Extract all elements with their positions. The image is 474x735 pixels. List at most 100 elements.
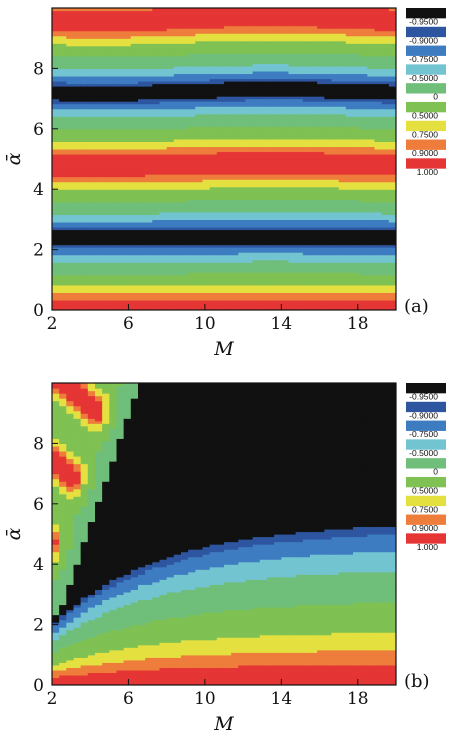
heatmap-cell <box>281 83 290 87</box>
heatmap-cell <box>259 98 268 102</box>
heatmap-cell <box>331 78 340 82</box>
heatmap-cell <box>116 15 125 19</box>
heatmap-cell <box>195 43 204 47</box>
heatmap-cell <box>202 237 211 241</box>
heatmap-cell <box>95 161 103 165</box>
heatmap-cell <box>202 264 211 268</box>
heatmap-cell <box>66 179 75 183</box>
heatmap-cell <box>130 279 139 283</box>
heatmap-cell <box>195 194 204 198</box>
heatmap-cell <box>288 113 297 117</box>
heatmap-cell <box>188 153 196 158</box>
heatmap-cell <box>324 30 333 34</box>
heatmap-cell <box>281 141 290 145</box>
heatmap-cell <box>66 35 75 39</box>
heatmap-cell <box>87 83 96 87</box>
heatmap-cell <box>66 274 75 278</box>
heatmap-cell <box>338 166 347 170</box>
heatmap-cell <box>188 209 196 213</box>
heatmap-cell <box>259 166 268 170</box>
heatmap-cell <box>123 264 132 268</box>
heatmap-cell <box>209 133 218 137</box>
heatmap-cell <box>152 304 161 309</box>
heatmap-cell <box>109 176 118 180</box>
heatmap-cell <box>267 116 275 120</box>
heatmap-cell <box>52 68 60 72</box>
heatmap-cell <box>173 43 182 47</box>
heatmap-cell <box>52 277 60 281</box>
heatmap-cell <box>80 302 89 306</box>
heatmap-cell <box>281 201 290 205</box>
heatmap-cell <box>159 60 168 64</box>
heatmap-cell <box>66 206 75 210</box>
heatmap-cell <box>152 181 161 185</box>
heatmap-cell <box>345 148 354 153</box>
heatmap-cell <box>331 302 340 306</box>
heatmap-cell <box>238 20 247 24</box>
heatmap-cell <box>224 106 232 110</box>
heatmap-cell <box>317 133 325 137</box>
heatmap-cell <box>238 93 247 97</box>
heatmap-cell <box>245 259 254 263</box>
heatmap-cell <box>159 287 168 291</box>
heatmap-cell <box>159 199 168 203</box>
heatmap-cell <box>338 13 347 17</box>
heatmap-cell <box>52 30 60 34</box>
heatmap-cell <box>274 279 282 283</box>
heatmap-cell <box>310 231 318 236</box>
heatmap-cell <box>109 131 118 135</box>
heatmap-cell <box>52 58 60 62</box>
heatmap-cell <box>195 111 204 115</box>
heatmap-cell <box>138 128 146 132</box>
heatmap-cell <box>274 174 282 178</box>
heatmap-cell <box>338 65 347 69</box>
heatmap-cell <box>302 199 311 203</box>
heatmap-cell <box>145 15 153 19</box>
heatmap-cell <box>73 20 82 24</box>
heatmap-cell <box>216 35 225 39</box>
heatmap-cell <box>123 214 132 218</box>
heatmap-cell <box>281 244 290 248</box>
heatmap-cell <box>159 179 168 183</box>
heatmap-cell <box>310 226 318 231</box>
heatmap-cell <box>152 242 161 246</box>
heatmap-cell <box>87 297 96 301</box>
heatmap-cell <box>331 103 340 107</box>
heatmap-cell <box>245 226 254 231</box>
heatmap-cell <box>331 239 340 243</box>
heatmap-cell <box>302 194 311 198</box>
heatmap-cell <box>324 201 333 205</box>
heatmap-cell <box>209 216 218 220</box>
heatmap-cell <box>231 116 239 120</box>
heatmap-cell <box>345 174 354 178</box>
heatmap-cell <box>281 277 290 281</box>
heatmap-cell <box>166 239 175 243</box>
heatmap-cell <box>73 239 82 243</box>
heatmap-cell <box>145 40 153 44</box>
heatmap-cells <box>52 8 396 310</box>
heatmap-cell <box>116 209 125 213</box>
heatmap-cell <box>245 277 254 281</box>
heatmap-cell <box>302 153 311 158</box>
heatmap-cell <box>274 28 282 32</box>
heatmap-cell <box>238 214 247 218</box>
heatmap-cell <box>252 304 261 309</box>
heatmap-cell <box>73 161 82 165</box>
heatmap-cell <box>252 123 261 127</box>
heatmap-cell <box>138 101 146 105</box>
heatmap-cell <box>267 269 275 273</box>
heatmap-cell <box>245 28 254 32</box>
heatmap-cell <box>281 294 290 299</box>
heatmap-cell <box>310 138 318 142</box>
heatmap-cell <box>267 206 275 210</box>
heatmap-cell <box>245 249 254 253</box>
heatmap-cell <box>267 252 275 256</box>
heatmap-cell <box>338 88 347 92</box>
heatmap-cell <box>123 292 132 296</box>
heatmap-cell <box>73 33 82 37</box>
heatmap-cell <box>238 116 247 120</box>
heatmap-cell <box>138 38 146 42</box>
heatmap-cell <box>173 237 182 241</box>
heatmap-cell <box>95 304 103 309</box>
heatmap-cell <box>310 13 318 17</box>
